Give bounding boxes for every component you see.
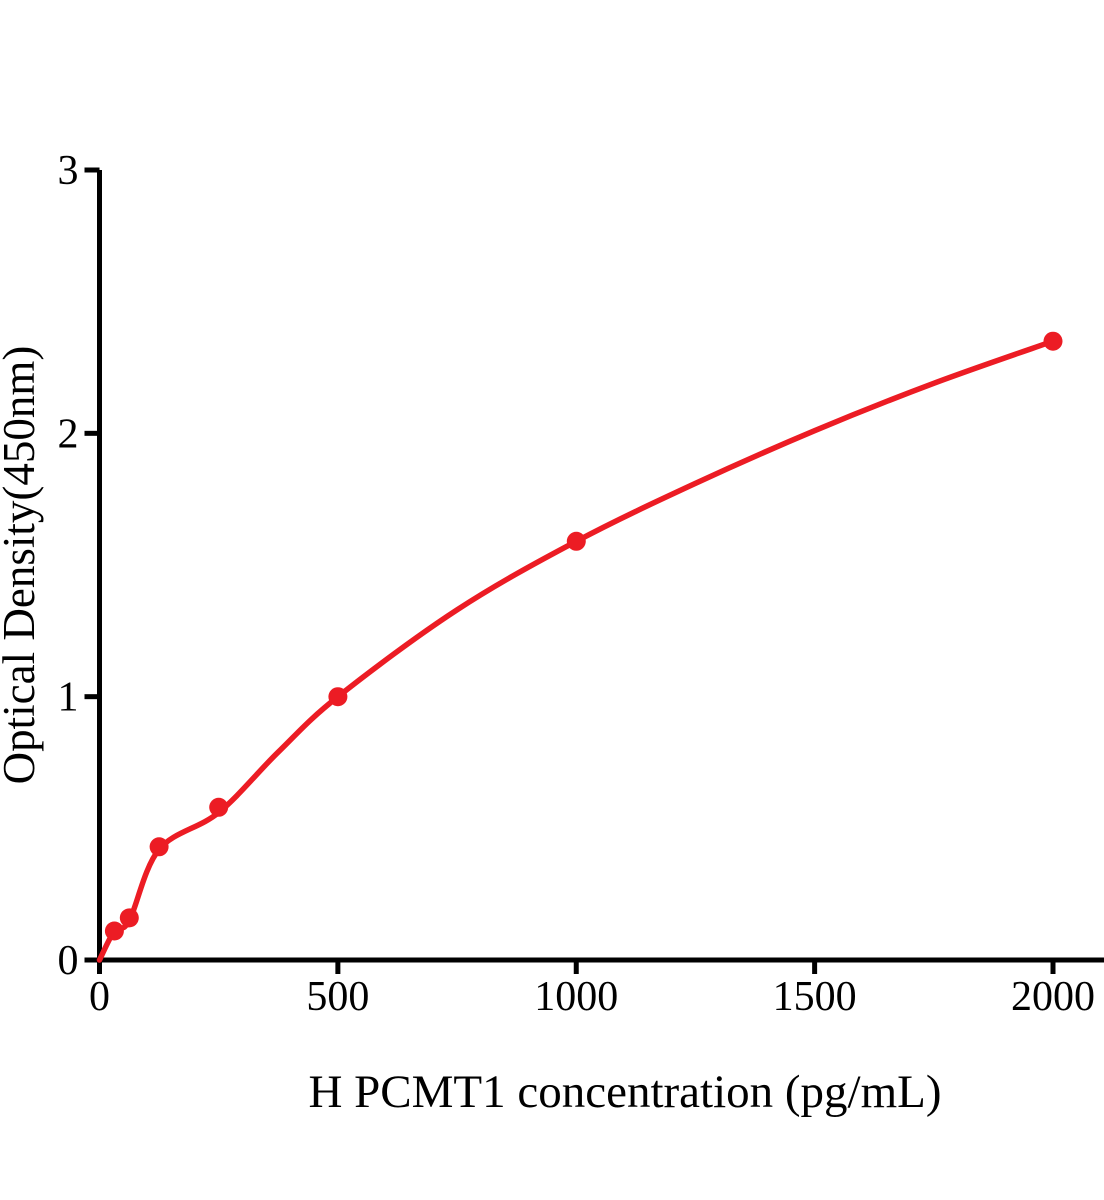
x-tick-label: 500 [306,974,369,1020]
data-point-marker [328,687,348,707]
x-tick-label: 1000 [534,974,618,1020]
y-axis: 0 1 2 3 [58,148,102,984]
data-point-marker [209,797,229,817]
y-tick-label: 2 [58,411,79,457]
data-point-marker [566,531,586,551]
x-axis-title: H PCMT1 concentration (pg/mL) [308,1066,941,1118]
data-point-marker [149,837,169,857]
y-tick-label: 3 [58,148,79,194]
x-tick-labels: 0 500 1000 1500 2000 [89,974,1095,1020]
x-tick-label: 2000 [1011,974,1095,1020]
x-tick-label: 1500 [773,974,857,1020]
y-axis-title: Optical Density(450nm) [0,346,44,785]
data-point-marker [1043,331,1063,351]
data-point-marker [104,921,124,941]
x-tick-label: 0 [89,974,110,1020]
y-tick-label: 0 [58,938,79,984]
y-tick-labels: 0 1 2 3 [58,148,79,984]
data-points [104,331,1063,941]
fit-curve-line [96,338,1056,963]
data-point-marker [119,908,139,928]
y-tick-label: 1 [58,675,79,721]
x-axis: 0 500 1000 1500 2000 [89,957,1104,1020]
